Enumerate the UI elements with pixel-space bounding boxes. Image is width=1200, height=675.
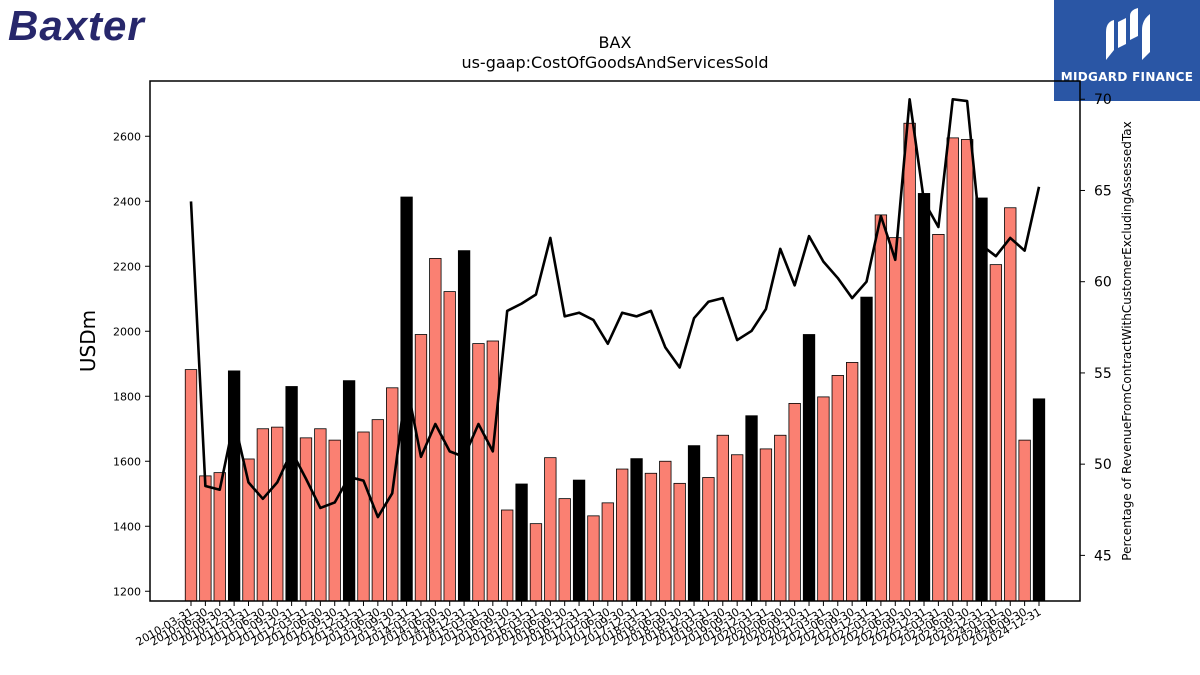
bar (1018, 439, 1031, 602)
bar (874, 214, 888, 602)
y-tick-label: 1800 (113, 390, 141, 403)
bar (357, 431, 370, 602)
bar-series (184, 122, 1046, 602)
bar (1004, 207, 1017, 602)
bar (946, 137, 959, 602)
bar (213, 472, 226, 602)
bar (572, 479, 586, 602)
bar (846, 362, 859, 602)
bar (817, 396, 830, 602)
bar (975, 197, 988, 602)
bar (630, 458, 643, 602)
y-tick-label: 1400 (113, 520, 141, 533)
bar (989, 264, 1003, 602)
y-tick-label: 1200 (113, 585, 141, 598)
bar (285, 386, 298, 602)
bar (774, 434, 787, 602)
bar (659, 460, 672, 602)
axes: 1200 1400 1600 1800 2000 2200 2400 2600 45 50 55 60… (113, 80, 1112, 649)
bar (472, 343, 485, 602)
midgard-finance-logo: MIDGARD FINANCE (1054, 0, 1200, 101)
bar (860, 296, 873, 602)
bar (184, 369, 198, 602)
bar (299, 437, 313, 602)
bar (328, 439, 341, 602)
bar (529, 523, 543, 602)
bar (414, 334, 428, 602)
bar (256, 428, 270, 602)
bar (601, 502, 614, 602)
midgard-logo-text: MIDGARD FINANCE (1060, 70, 1194, 84)
bar (644, 472, 658, 602)
bar (788, 402, 801, 602)
bar (558, 498, 571, 602)
bar (716, 434, 729, 602)
bar (702, 477, 715, 602)
bar (227, 370, 241, 602)
bar (587, 515, 600, 602)
y2-axis-label: Percentage of RevenueFromContractWithCus… (1120, 121, 1134, 560)
bar (486, 340, 499, 602)
y2-tick-label: 55 (1094, 366, 1112, 382)
y-tick-label: 2600 (113, 130, 141, 143)
bar (960, 139, 974, 602)
bar (745, 415, 758, 602)
bar (687, 445, 701, 602)
bar (616, 468, 629, 602)
bar (802, 334, 816, 602)
series-line (189, 97, 1041, 519)
y-axis-label: USDm (76, 310, 100, 372)
y-tick-label: 2400 (113, 195, 141, 208)
bar (342, 380, 356, 602)
bar (544, 457, 557, 602)
y-tick-label: 2200 (113, 260, 141, 273)
chart-title: BAX (599, 33, 632, 52)
bar (903, 122, 916, 602)
baxter-logo-text: Baxter (8, 2, 145, 49)
plot-frame (149, 80, 1081, 602)
bar (759, 448, 773, 602)
y2-tick-label: 70 (1094, 92, 1112, 108)
bar (831, 375, 844, 602)
line-series (189, 97, 1041, 519)
bar (457, 250, 471, 602)
bar (731, 454, 744, 602)
bar (917, 193, 931, 602)
y-tick-label: 2000 (113, 325, 141, 338)
bar (199, 475, 212, 602)
y2-tick-label: 65 (1094, 183, 1112, 199)
bar (314, 428, 327, 602)
bar (501, 509, 514, 602)
bar (932, 233, 945, 602)
bar (889, 237, 902, 602)
y2-tick-label: 45 (1094, 548, 1112, 564)
midgard-monogram-icon (1106, 8, 1150, 60)
bar (1032, 398, 1046, 602)
chart-subtitle: us-gaap:CostOfGoodsAndServicesSold (461, 53, 768, 72)
baxter-logo: Baxter (8, 2, 145, 50)
bar (271, 426, 284, 602)
bar (673, 482, 686, 602)
bar (515, 483, 528, 602)
y2-tick-label: 50 (1094, 457, 1112, 473)
y-tick-label: 1600 (113, 455, 141, 468)
y2-tick-label: 60 (1094, 275, 1112, 291)
